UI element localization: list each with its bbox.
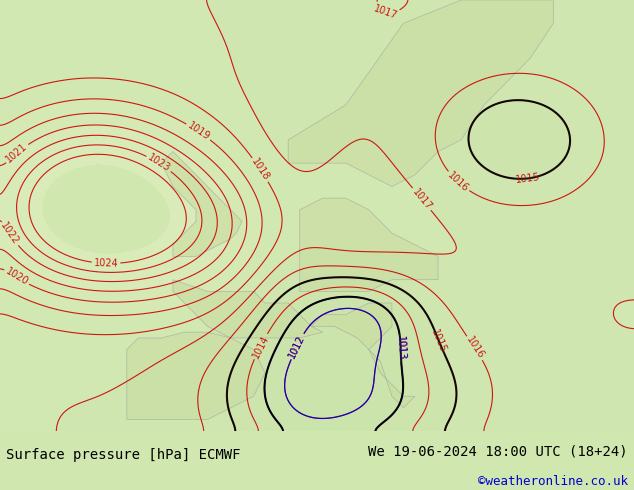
- Polygon shape: [300, 198, 438, 292]
- Text: 1012: 1012: [287, 333, 307, 360]
- Polygon shape: [311, 303, 415, 408]
- Text: 1017: 1017: [410, 187, 434, 212]
- Text: Surface pressure [hPa] ECMWF: Surface pressure [hPa] ECMWF: [6, 448, 241, 462]
- Text: 1017: 1017: [373, 3, 399, 21]
- Text: 1015: 1015: [430, 328, 448, 354]
- Text: 1013: 1013: [395, 336, 406, 361]
- Text: 1013: 1013: [395, 336, 406, 361]
- Text: 1014: 1014: [250, 333, 271, 360]
- Polygon shape: [162, 151, 242, 256]
- Text: 1022: 1022: [0, 221, 21, 247]
- Text: 1021: 1021: [4, 142, 30, 165]
- Text: 1023: 1023: [146, 152, 172, 174]
- Text: 1019: 1019: [186, 121, 212, 143]
- Text: 1018: 1018: [249, 157, 271, 183]
- Text: 1016: 1016: [446, 170, 470, 194]
- Text: 1020: 1020: [3, 267, 30, 288]
- Polygon shape: [173, 280, 323, 338]
- Text: We 19-06-2024 18:00 UTC (18+24): We 19-06-2024 18:00 UTC (18+24): [368, 445, 628, 459]
- Text: 1024: 1024: [94, 258, 119, 269]
- Text: 1012: 1012: [287, 333, 307, 360]
- Text: 1016: 1016: [464, 335, 486, 361]
- Polygon shape: [288, 0, 553, 187]
- Polygon shape: [127, 332, 265, 419]
- Text: 1015: 1015: [515, 172, 541, 185]
- Text: ©weatheronline.co.uk: ©weatheronline.co.uk: [477, 475, 628, 488]
